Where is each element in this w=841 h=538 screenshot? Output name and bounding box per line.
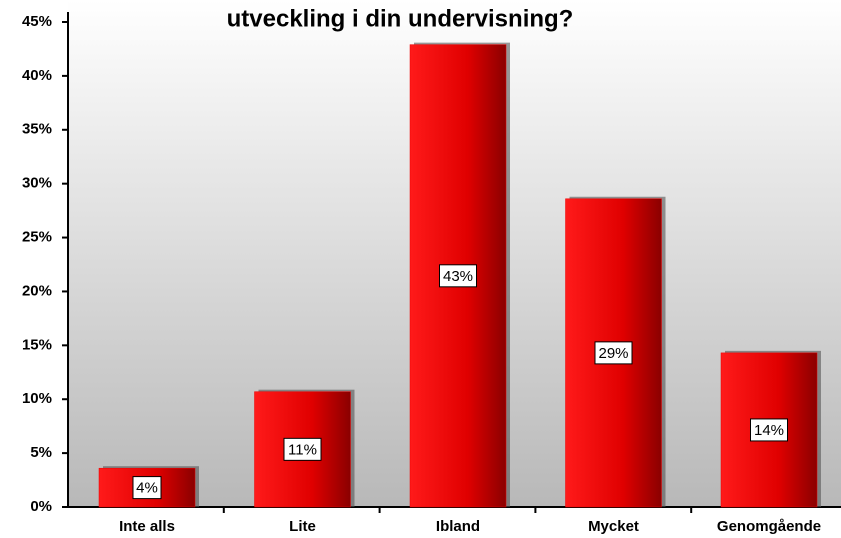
value-label-box	[439, 264, 477, 288]
y-tick-label: 15%	[22, 336, 52, 353]
value-label-box	[750, 418, 788, 442]
x-tick-label: Inte alls	[119, 518, 175, 535]
value-label: 14%	[754, 422, 784, 439]
x-tick-label: Mycket	[588, 518, 639, 535]
x-tick-label: Genomgående	[717, 518, 821, 535]
y-tick-label: 25%	[22, 229, 52, 246]
y-tick-label: 35%	[22, 121, 52, 138]
y-tick-label: 20%	[22, 282, 52, 299]
y-tick-label: 10%	[22, 390, 52, 407]
value-label: 11%	[288, 441, 317, 458]
x-tick-label: Ibland	[436, 518, 480, 535]
y-tick-label: 30%	[22, 175, 52, 192]
value-label-box	[283, 437, 322, 461]
value-label: 43%	[443, 268, 473, 285]
y-tick-label: 40%	[22, 67, 52, 84]
value-label-box	[132, 476, 162, 500]
y-tick-label: 0%	[30, 498, 52, 515]
y-tick-label: 5%	[30, 444, 52, 461]
y-tick-label: 45%	[22, 13, 52, 30]
value-label: 29%	[598, 345, 628, 362]
x-tick-label: Lite	[289, 518, 316, 535]
value-label: 4%	[136, 480, 158, 497]
bar	[409, 44, 507, 508]
value-label-box	[594, 341, 633, 365]
chart-title: utveckling i din undervisning?	[227, 5, 574, 32]
